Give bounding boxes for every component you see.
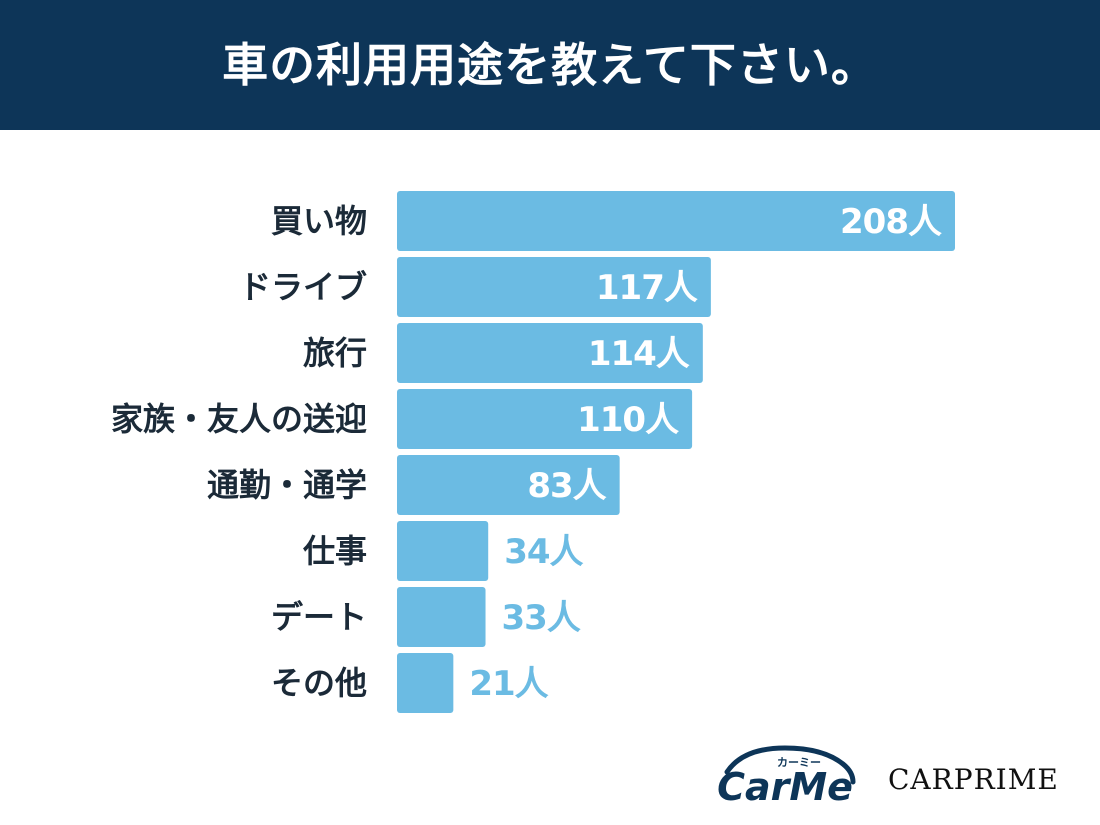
category-label: 家族・友人の送迎 [111,400,367,438]
value-label: 110人 [577,400,679,440]
bar-4 [397,389,693,449]
category-label: 通勤・通学 [207,466,367,504]
bar-5 [397,455,620,515]
category-label: ドライブ [239,268,367,306]
value-label: 114人 [588,334,690,374]
bar-6 [397,521,489,581]
bar-1 [397,191,955,251]
bar-2 [397,257,711,317]
header-banner [0,0,1100,130]
value-label: 208人 [840,202,942,242]
category-label: 買い物 [271,202,367,240]
category-label: その他 [271,664,367,702]
value-label: 33人 [502,598,581,638]
bar-7 [397,587,486,647]
category-label: 仕事 [303,532,367,570]
page-title: 車の利用用途を教えて下さい。 [222,38,878,92]
bar-3 [397,323,703,383]
category-label: デート [271,598,367,636]
value-label: 34人 [504,532,583,572]
value-label: 83人 [527,466,606,506]
value-label: 117人 [596,268,698,308]
bar-8 [397,653,454,713]
value-label: 21人 [469,664,548,704]
category-label: 旅行 [303,334,367,372]
